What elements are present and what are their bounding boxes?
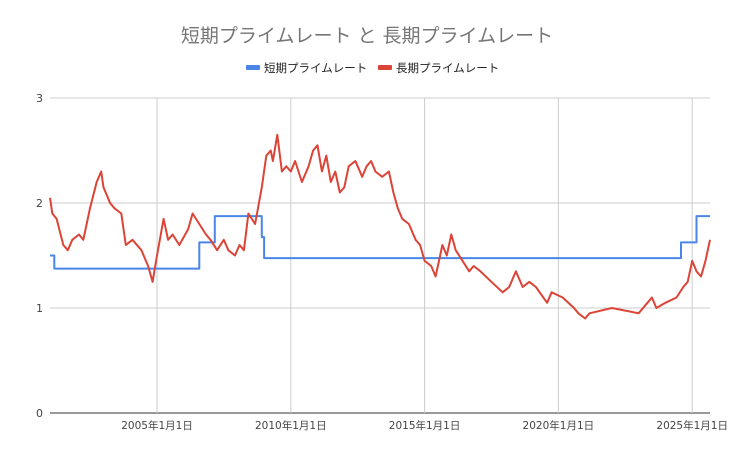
series-line-2 [49, 133, 711, 320]
x-tick-label: 2015年1月1日 [389, 419, 461, 432]
legend-label: 短期プライムレート [264, 61, 367, 75]
series-line-1 [50, 215, 710, 270]
chart-title: 短期プライムレート と 長期プライムレート [181, 25, 553, 47]
series-layer [49, 133, 711, 320]
x-tick-label: 2010年1月1日 [255, 419, 327, 432]
x-tick-label: 2005年1月1日 [121, 419, 193, 432]
grid [50, 97, 710, 414]
x-tick-label: 2025年1月1日 [656, 419, 728, 432]
x-axis: 2005年1月1日 2010年1月1日 2015年1月1日 2020年1月1日 2025… [121, 419, 728, 432]
legend-label: 長期プライムレート [396, 61, 499, 75]
y-tick-label: 2 [36, 197, 43, 210]
legend: 短期プライムレート 長期プライムレート [246, 61, 499, 75]
x-tick-label: 2020年1月1日 [523, 419, 595, 432]
legend-swatch [246, 65, 260, 70]
y-tick-label: 1 [36, 302, 43, 315]
y-tick-label: 0 [36, 407, 43, 420]
legend-swatch [378, 65, 392, 70]
y-tick-label: 3 [36, 92, 43, 105]
y-axis: 0 1 2 3 [36, 92, 43, 420]
